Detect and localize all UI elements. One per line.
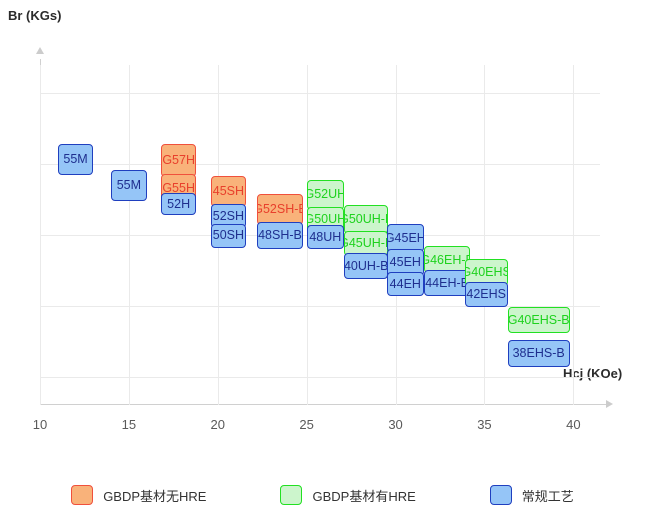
data-box[interactable]: 52H [160,192,197,216]
data-box-label: G40EHS-B [507,312,570,327]
x-tick-label: 25 [299,417,314,432]
legend-label: GBDP基材无HRE [103,488,207,504]
data-box[interactable]: 55M [57,144,94,175]
x-axis-arrow-icon [606,400,613,408]
data-box-label: G45EH [386,230,424,245]
data-box[interactable]: G50UH-B [344,205,389,234]
chart-legend: GBDP基材无HRE GBDP基材有HRE 常规工艺 [0,478,645,512]
legend-item[interactable]: 常规工艺 [489,485,574,505]
gridline-horizontal [40,164,600,166]
data-box-label: G40EHS [466,265,507,280]
data-box-label: 40UH-B [344,258,389,273]
data-box[interactable]: 40UH-B [344,253,389,279]
data-box[interactable]: 48SH-B [256,222,304,250]
x-tick-label: 15 [121,417,137,432]
data-box-label: 55M [63,152,88,167]
legend-label: 常规工艺 [521,488,574,504]
data-box[interactable]: 42EHS [464,281,508,308]
legend-item[interactable]: GBDP基材有HRE [280,485,416,505]
data-box-label: 45EH [389,255,421,270]
data-box[interactable]: G52UH [306,179,344,210]
data-box-label: 52H [167,196,191,211]
data-box-label: G52UH [308,187,344,202]
legend-item[interactable]: GBDP基材无HRE [71,485,206,505]
data-box-label: G46EH-B [425,252,469,267]
gridline-horizontal [40,305,600,307]
data-box-label: 55M [116,178,142,193]
x-tick-label: 20 [210,417,225,432]
gridline-vertical [573,65,575,405]
legend-swatch-orange [71,485,94,505]
x-tick-label: 40 [566,417,581,432]
data-box[interactable]: G46EH-B [424,246,471,274]
data-box-label: G50UH-B [345,212,387,227]
data-box-label: 42EHS [466,287,506,302]
data-box[interactable]: 45SH [210,176,247,207]
gridline-vertical [40,65,41,405]
data-box-label: G50UH [308,212,344,227]
y-axis-title: Br (KGs) [8,8,62,23]
x-tick-label: 10 [32,417,48,432]
data-box[interactable]: G52SH-B [256,193,304,226]
data-box-label: 44EH [389,276,421,291]
data-box[interactable]: 44EH-B [424,270,471,296]
data-box[interactable]: 50SH [210,223,247,248]
data-box[interactable]: G57H [160,144,197,177]
data-box[interactable]: 44EH [386,271,424,296]
data-box[interactable]: G40EHS-B [507,307,570,333]
data-box-label: 52SH [212,208,245,223]
data-box-label: 48SH-B [258,228,302,243]
data-box[interactable]: G45EH [386,223,424,252]
legend-swatch-blue [489,485,512,505]
legend-label: GBDP基材有HRE [312,488,416,504]
data-box-label: G57H [162,153,195,168]
gridline-vertical [128,65,130,405]
data-box-label: 48UH [309,229,342,244]
data-box-label: 45SH [212,184,245,199]
data-box-label: 50SH [212,228,245,243]
gridline-horizontal [40,376,600,378]
x-tick-label: 30 [388,417,403,432]
data-box-label: 38EHS-B [512,346,565,361]
y-axis-arrow-icon [36,47,44,54]
data-box-label: G52SH-B [258,202,302,217]
data-box[interactable]: 55M [111,169,147,201]
data-box[interactable]: 48UH [306,225,344,250]
gridline-horizontal [40,93,600,95]
data-box-label: G45UH-B [345,236,387,251]
legend-swatch-green [280,485,303,505]
data-box[interactable]: 38EHS-B [507,339,570,367]
gridline-vertical [484,65,486,405]
x-axis-line [40,404,608,405]
x-tick-label: 35 [477,417,492,432]
data-box-label: 44EH-B [425,275,469,290]
